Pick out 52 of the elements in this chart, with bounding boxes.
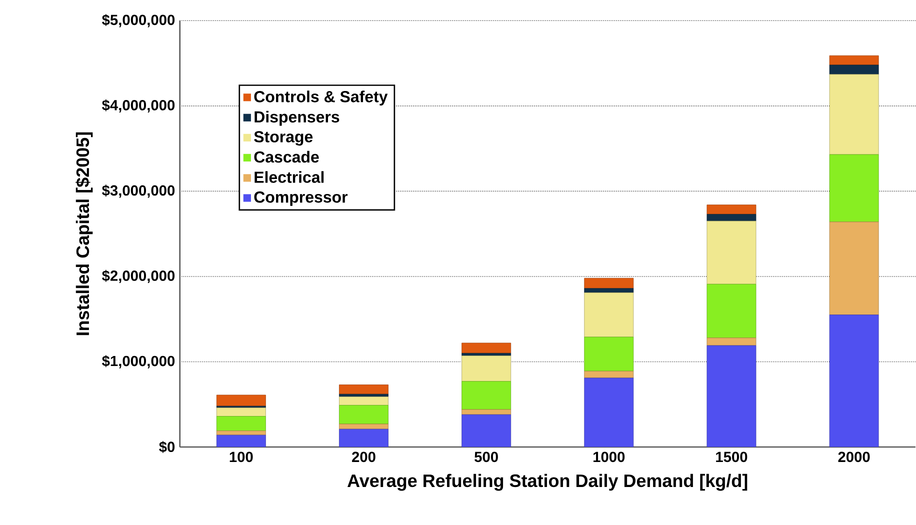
x-tick-label: 1500	[716, 452, 748, 462]
x-tick-label: 2000	[838, 452, 870, 462]
legend-label: Cascade	[254, 150, 319, 163]
bar	[462, 414, 512, 448]
bar	[462, 381, 512, 410]
bar	[829, 154, 879, 222]
bar	[829, 74, 879, 155]
bar	[462, 409, 512, 415]
bar	[584, 370, 634, 378]
bar	[216, 394, 266, 406]
bar	[706, 338, 756, 346]
y-tick-label: $2,000,000	[102, 270, 175, 284]
legend-label: Controls & Safety	[254, 90, 388, 106]
y-tick-label: $1,000,000	[102, 355, 175, 368]
bar	[339, 428, 388, 448]
y-tick-label: $3,000,000	[102, 184, 175, 198]
bar	[339, 424, 388, 430]
y-tick-label: $4,000,000	[102, 99, 175, 113]
bar	[462, 356, 512, 382]
legend-label: Compressor	[254, 191, 348, 206]
bar	[584, 336, 634, 372]
x-axis-title: Average Refueling Station Daily Demand [kg/d]	[347, 474, 748, 491]
bar	[339, 384, 388, 394]
bar	[829, 222, 879, 316]
bar	[584, 378, 634, 448]
y-axis-title: Installed Capital [$2005]	[76, 132, 93, 336]
bar	[706, 345, 756, 448]
bar	[339, 396, 388, 406]
legend-label: Dispensers	[254, 110, 340, 126]
bar	[706, 204, 756, 214]
x-tick-label: 1000	[594, 452, 625, 462]
bar	[216, 416, 266, 432]
y-tick-label: $0	[159, 441, 175, 454]
bar	[584, 292, 634, 338]
x-tick-label: 100	[230, 452, 253, 462]
bar	[216, 435, 266, 448]
y-tick-label: $5,000,000	[102, 14, 175, 28]
legend-label: Electrical	[254, 171, 324, 183]
bar	[706, 284, 756, 338]
x-tick-label: 200	[352, 452, 376, 462]
bar	[584, 278, 634, 289]
bar	[584, 288, 634, 293]
x-tick-label: 500	[474, 452, 498, 462]
bar	[706, 220, 756, 284]
bar	[216, 408, 266, 417]
bar	[339, 405, 388, 424]
bar	[829, 314, 879, 448]
bar	[706, 214, 756, 222]
bar	[462, 342, 512, 354]
legend-label: Storage	[254, 131, 313, 146]
bar	[829, 55, 879, 66]
bar	[829, 64, 879, 75]
